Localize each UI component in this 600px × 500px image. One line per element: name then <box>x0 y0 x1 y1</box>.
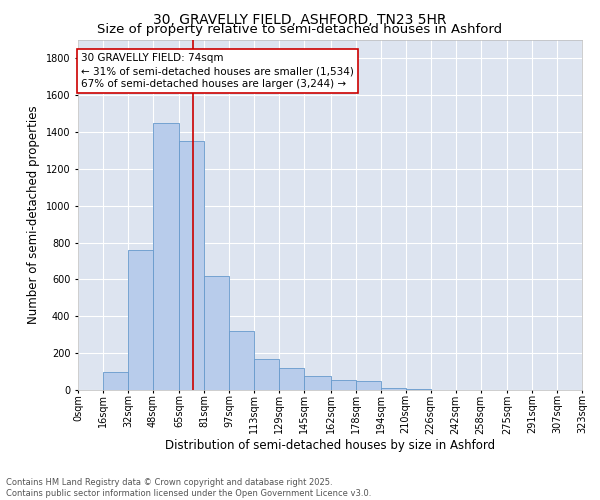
Bar <box>153 123 179 390</box>
X-axis label: Distribution of semi-detached houses by size in Ashford: Distribution of semi-detached houses by … <box>165 439 495 452</box>
Bar <box>331 380 356 390</box>
Bar <box>229 331 254 390</box>
Bar <box>128 250 153 390</box>
Text: Contains HM Land Registry data © Crown copyright and database right 2025.
Contai: Contains HM Land Registry data © Crown c… <box>6 478 371 498</box>
Text: 30, GRAVELLY FIELD, ASHFORD, TN23 5HR: 30, GRAVELLY FIELD, ASHFORD, TN23 5HR <box>153 12 447 26</box>
Bar <box>205 276 229 390</box>
Bar <box>304 376 331 390</box>
Bar <box>406 388 431 390</box>
Bar <box>381 388 406 390</box>
Bar <box>179 142 205 390</box>
Bar <box>254 358 279 390</box>
Text: Size of property relative to semi-detached houses in Ashford: Size of property relative to semi-detach… <box>97 22 503 36</box>
Text: 30 GRAVELLY FIELD: 74sqm
← 31% of semi-detached houses are smaller (1,534)
67% o: 30 GRAVELLY FIELD: 74sqm ← 31% of semi-d… <box>81 53 354 90</box>
Y-axis label: Number of semi-detached properties: Number of semi-detached properties <box>27 106 40 324</box>
Bar <box>279 368 304 390</box>
Bar <box>103 372 128 390</box>
Bar <box>356 381 381 390</box>
